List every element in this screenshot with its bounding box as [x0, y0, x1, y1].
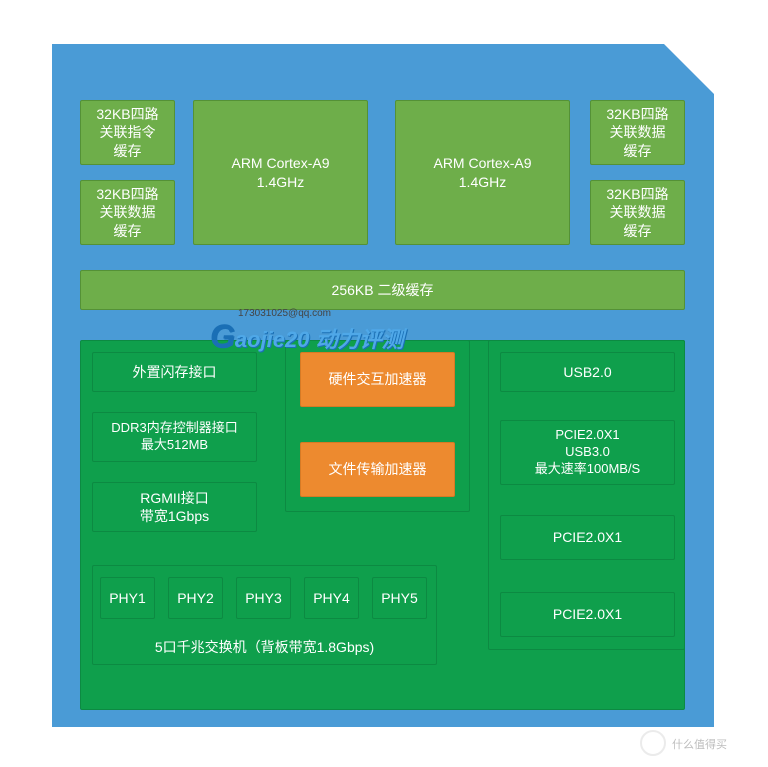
cpu-core-1: ARM Cortex-A91.4GHz — [395, 100, 570, 245]
l1-dcache-left: 32KB四路关联数据缓存 — [80, 180, 175, 245]
pcie-usb3-block: PCIE2.0X1USB3.0最大速率100MB/S — [500, 420, 675, 485]
phy-1: PHY1 — [100, 577, 155, 619]
ddr3-controller: DDR3内存控制器接口最大512MB — [92, 412, 257, 462]
l1-icache-left: 32KB四路关联指令缓存 — [80, 100, 175, 165]
cpu-core-0: ARM Cortex-A91.4GHz — [193, 100, 368, 245]
usb2-block: USB2.0 — [500, 352, 675, 392]
file-transfer-accelerator: 文件传输加速器 — [300, 442, 455, 497]
phy-4: PHY4 — [304, 577, 359, 619]
switch-label: 5口千兆交换机（背板带宽1.8Gbps) — [92, 636, 437, 658]
l2-cache: 256KB 二级缓存 — [80, 270, 685, 310]
phy-2: PHY2 — [168, 577, 223, 619]
footer-logo-icon — [640, 730, 666, 756]
phy-5: PHY5 — [372, 577, 427, 619]
pcie-slot-2: PCIE2.0X1 — [500, 515, 675, 560]
hw-interaction-accelerator: 硬件交互加速器 — [300, 352, 455, 407]
phy-3: PHY3 — [236, 577, 291, 619]
pcie-slot-3: PCIE2.0X1 — [500, 592, 675, 637]
footer-logo-text: 什么值得买 — [672, 736, 727, 752]
external-flash-if: 外置闪存接口 — [92, 352, 257, 392]
l1-dcache-right-2: 32KB四路关联数据缓存 — [590, 180, 685, 245]
l1-dcache-right-1: 32KB四路关联数据缓存 — [590, 100, 685, 165]
rgmii-interface: RGMII接口带宽1Gbps — [92, 482, 257, 532]
